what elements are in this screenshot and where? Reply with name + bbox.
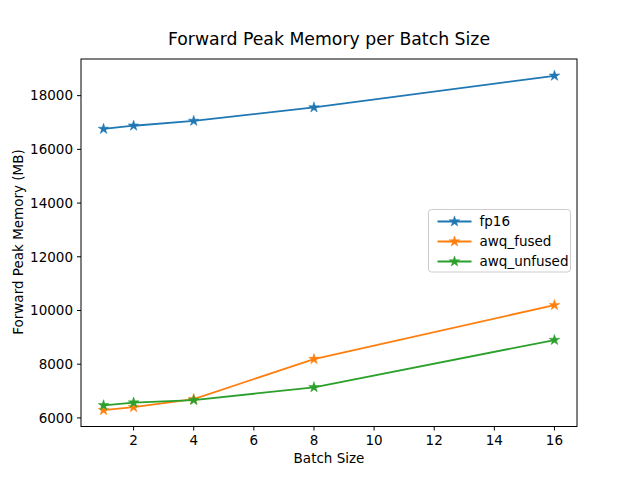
- x-tick-label: 2: [129, 432, 138, 448]
- y-tick-label: 10000: [30, 302, 73, 318]
- legend-label-awq_unfused: awq_unfused: [480, 253, 569, 269]
- x-tick-label: 6: [250, 432, 259, 448]
- y-tick-label: 8000: [39, 356, 73, 372]
- figure: Forward Peak Memory per Batch Size 6000 8…: [0, 0, 640, 480]
- x-tick-label: 8: [310, 432, 319, 448]
- x-axis-title: Batch Size: [294, 450, 365, 466]
- y-axis-title: Forward Peak Memory (MB): [10, 149, 26, 335]
- chart-title: Forward Peak Memory per Batch Size: [168, 29, 490, 49]
- line-chart: Forward Peak Memory per Batch Size 6000 8…: [0, 0, 640, 480]
- y-tick-label: 12000: [30, 249, 73, 265]
- y-tick-label: 6000: [39, 410, 73, 426]
- y-tick-label: 14000: [30, 195, 73, 211]
- legend-label-awq_fused: awq_fused: [480, 233, 552, 249]
- x-tick-label: 16: [546, 432, 563, 448]
- y-tick-label: 18000: [30, 87, 73, 103]
- x-tick-label: 4: [189, 432, 198, 448]
- x-tick-label: 14: [486, 432, 503, 448]
- legend: fp16 awq_fused awq_unfused: [429, 210, 571, 273]
- legend-label-fp16: fp16: [480, 213, 511, 229]
- y-tick-label: 16000: [30, 141, 73, 157]
- x-tick-label: 10: [365, 432, 382, 448]
- x-tick-label: 12: [426, 432, 443, 448]
